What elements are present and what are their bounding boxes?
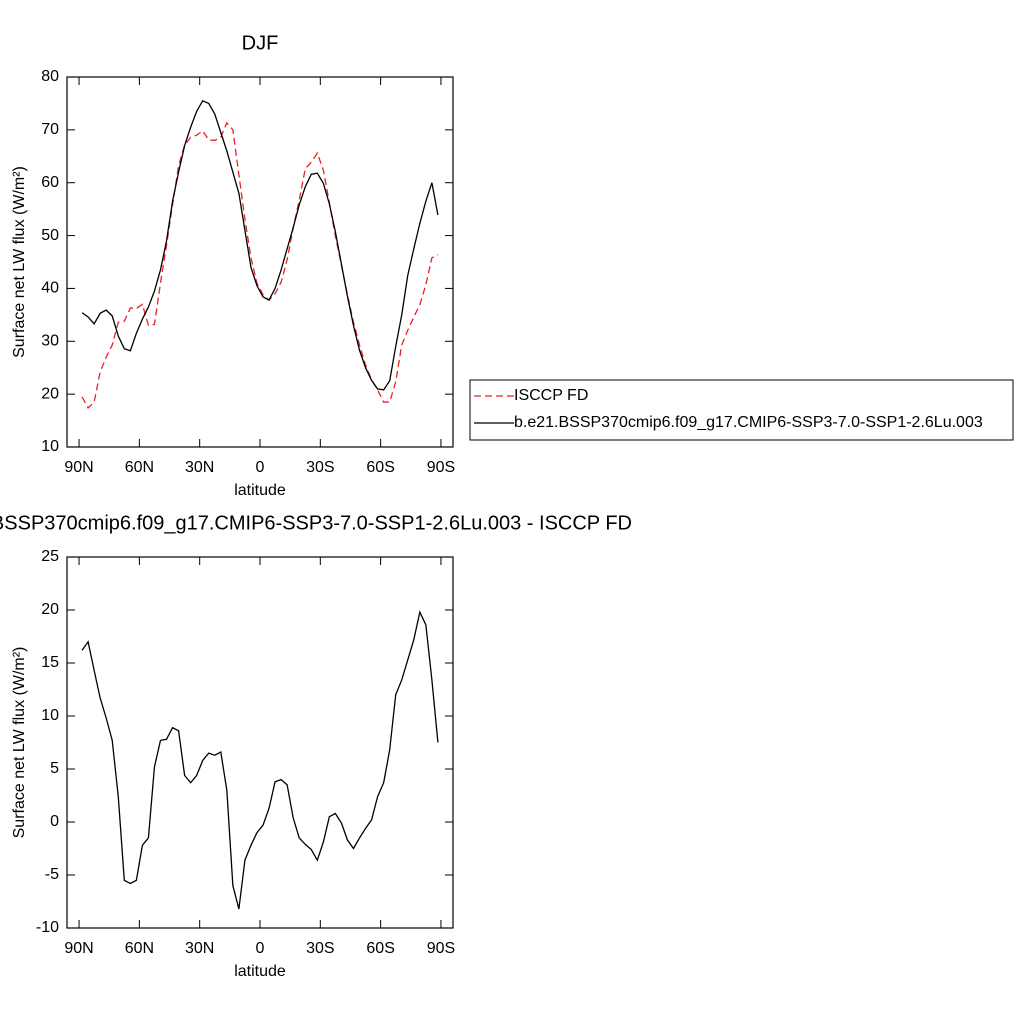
x-tick-label: 90S	[427, 940, 455, 957]
data-line	[81, 121, 439, 409]
y-tick-label: 25	[41, 548, 59, 565]
y-tick-label: 80	[41, 68, 59, 85]
y-tick-label: 10	[41, 438, 59, 455]
y-axis-label: Surface net LW flux (W/m²)	[11, 647, 28, 839]
y-axis-label: Surface net LW flux (W/m²)	[11, 166, 28, 358]
y-tick-label: -5	[45, 866, 59, 883]
data-line	[81, 610, 439, 910]
legend-label: ISCCP FD	[514, 387, 588, 404]
y-tick-label: 50	[41, 227, 59, 244]
x-tick-label: 60N	[125, 940, 154, 957]
y-tick-label: 20	[41, 385, 59, 402]
y-tick-label: 40	[41, 280, 59, 297]
y-tick-label: 20	[41, 601, 59, 618]
x-tick-label: 90N	[64, 940, 93, 957]
legend-label: b.e21.BSSP370cmip6.f09_g17.CMIP6-SSP3-7.…	[514, 414, 983, 431]
legend-box	[469, 379, 1014, 441]
x-tick-label: 0	[256, 459, 265, 476]
y-tick-label: 0	[50, 813, 59, 830]
plot-frame	[66, 556, 454, 929]
x-axis-label: latitude	[234, 963, 286, 980]
x-tick-label: 30N	[185, 940, 214, 957]
y-tick-label: 10	[41, 707, 59, 724]
x-tick-label: 30S	[306, 940, 334, 957]
x-tick-label: 0	[256, 940, 265, 957]
x-tick-label: 30S	[306, 459, 334, 476]
y-tick-label: 70	[41, 121, 59, 138]
x-tick-label: 90S	[427, 459, 455, 476]
y-tick-label: 15	[41, 654, 59, 671]
x-tick-label: 90N	[64, 459, 93, 476]
x-axis-label: latitude	[234, 482, 286, 499]
y-tick-label: 60	[41, 174, 59, 191]
chart-title: b.e21.BSSP370cmip6.f09_g17.CMIP6-SSP3-7.…	[0, 512, 632, 534]
x-tick-label: 60S	[366, 940, 394, 957]
plot-frame	[66, 76, 454, 448]
x-tick-label: 30N	[185, 459, 214, 476]
data-line	[81, 99, 439, 391]
y-tick-label: 5	[50, 760, 59, 777]
chart-title: DJF	[242, 32, 279, 54]
x-tick-label: 60S	[366, 459, 394, 476]
y-tick-label: -10	[36, 919, 59, 936]
x-tick-label: 60N	[125, 459, 154, 476]
y-tick-label: 30	[41, 333, 59, 350]
